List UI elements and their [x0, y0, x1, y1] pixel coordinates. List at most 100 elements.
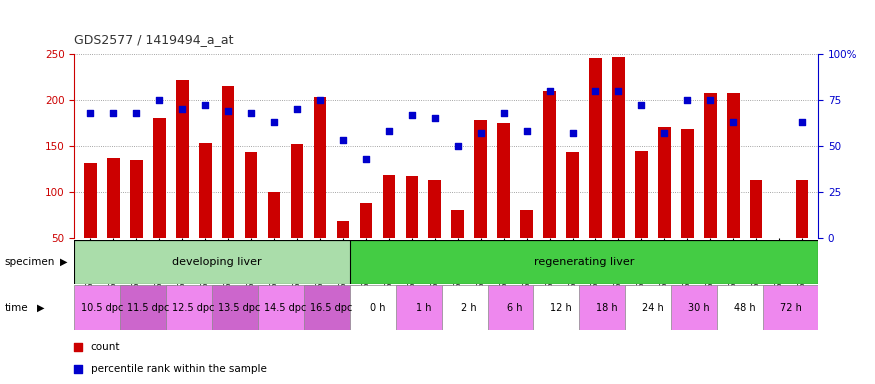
Bar	[429, 180, 441, 238]
Bar	[360, 203, 372, 238]
Bar	[543, 91, 556, 238]
Bar	[258, 285, 313, 330]
Bar	[727, 93, 739, 238]
Point	[726, 119, 740, 125]
Text: 11.5 dpc: 11.5 dpc	[127, 303, 169, 313]
Text: 16.5 dpc: 16.5 dpc	[311, 303, 353, 313]
Bar	[337, 222, 349, 238]
Bar	[290, 144, 304, 238]
Bar	[176, 79, 189, 238]
Point	[405, 111, 419, 118]
Bar	[612, 56, 625, 238]
Bar	[84, 162, 97, 238]
Text: 14.5 dpc: 14.5 dpc	[264, 303, 307, 313]
Text: specimen: specimen	[4, 257, 55, 267]
Point	[565, 130, 579, 136]
Text: regenerating liver: regenerating liver	[534, 257, 634, 267]
Point	[428, 115, 442, 121]
Bar	[763, 285, 818, 330]
Bar	[130, 160, 143, 238]
Bar	[245, 152, 257, 238]
Bar	[313, 97, 326, 238]
Point	[336, 137, 350, 144]
Text: developing liver: developing liver	[172, 257, 262, 267]
Text: ▶: ▶	[60, 257, 67, 267]
Bar	[452, 210, 464, 238]
Text: 12 h: 12 h	[550, 303, 572, 313]
Bar	[681, 129, 694, 238]
Text: ▶: ▶	[37, 303, 45, 313]
Bar	[222, 86, 234, 238]
Bar	[107, 158, 120, 238]
Text: 48 h: 48 h	[734, 303, 755, 313]
Bar	[268, 192, 280, 238]
Point	[175, 106, 189, 112]
Bar	[212, 285, 267, 330]
Bar	[474, 120, 487, 238]
Text: percentile rank within the sample: percentile rank within the sample	[91, 364, 267, 374]
Point	[612, 88, 626, 94]
Bar	[166, 285, 221, 330]
Point	[520, 128, 534, 134]
Bar	[497, 123, 510, 238]
Text: 12.5 dpc: 12.5 dpc	[172, 303, 215, 313]
Point	[704, 97, 717, 103]
Text: 13.5 dpc: 13.5 dpc	[219, 303, 261, 313]
Text: 30 h: 30 h	[688, 303, 710, 313]
Point	[680, 97, 694, 103]
Text: 0 h: 0 h	[369, 303, 385, 313]
Point	[657, 130, 671, 136]
Text: 6 h: 6 h	[507, 303, 523, 313]
Bar	[795, 180, 808, 238]
Bar	[566, 152, 579, 238]
Bar	[442, 285, 497, 330]
Point	[221, 108, 235, 114]
Point	[451, 143, 465, 149]
Bar	[199, 143, 212, 238]
Bar	[74, 285, 130, 330]
Bar	[74, 240, 359, 284]
Bar	[304, 285, 359, 330]
Text: count: count	[91, 342, 120, 352]
Point	[795, 119, 809, 125]
Bar	[521, 210, 533, 238]
Point	[313, 97, 327, 103]
Text: 10.5 dpc: 10.5 dpc	[80, 303, 123, 313]
Bar	[405, 176, 418, 238]
Bar	[120, 285, 175, 330]
Bar	[396, 285, 451, 330]
Bar	[579, 285, 634, 330]
Point	[199, 102, 213, 108]
Bar	[350, 240, 818, 284]
Text: 72 h: 72 h	[780, 303, 802, 313]
Point	[473, 249, 487, 255]
Point	[83, 110, 97, 116]
Text: 1 h: 1 h	[416, 303, 431, 313]
Bar	[589, 58, 602, 238]
Bar	[534, 285, 589, 330]
Point	[382, 128, 396, 134]
Bar	[153, 118, 165, 238]
Point	[290, 106, 304, 112]
Point	[107, 110, 121, 116]
Point	[542, 88, 556, 94]
Point	[359, 156, 373, 162]
Text: 18 h: 18 h	[596, 303, 618, 313]
Text: time: time	[4, 303, 28, 313]
Point	[634, 102, 648, 108]
Point	[244, 110, 258, 116]
Point	[130, 110, 144, 116]
Bar	[350, 285, 405, 330]
Bar	[635, 151, 648, 238]
Bar	[382, 175, 396, 238]
Bar	[750, 180, 762, 238]
Bar	[658, 127, 670, 238]
Bar	[487, 285, 542, 330]
Point	[152, 97, 166, 103]
Text: 2 h: 2 h	[461, 303, 477, 313]
Point	[473, 130, 487, 136]
Text: 24 h: 24 h	[642, 303, 664, 313]
Point	[473, 53, 487, 59]
Point	[497, 110, 511, 116]
Point	[589, 88, 603, 94]
